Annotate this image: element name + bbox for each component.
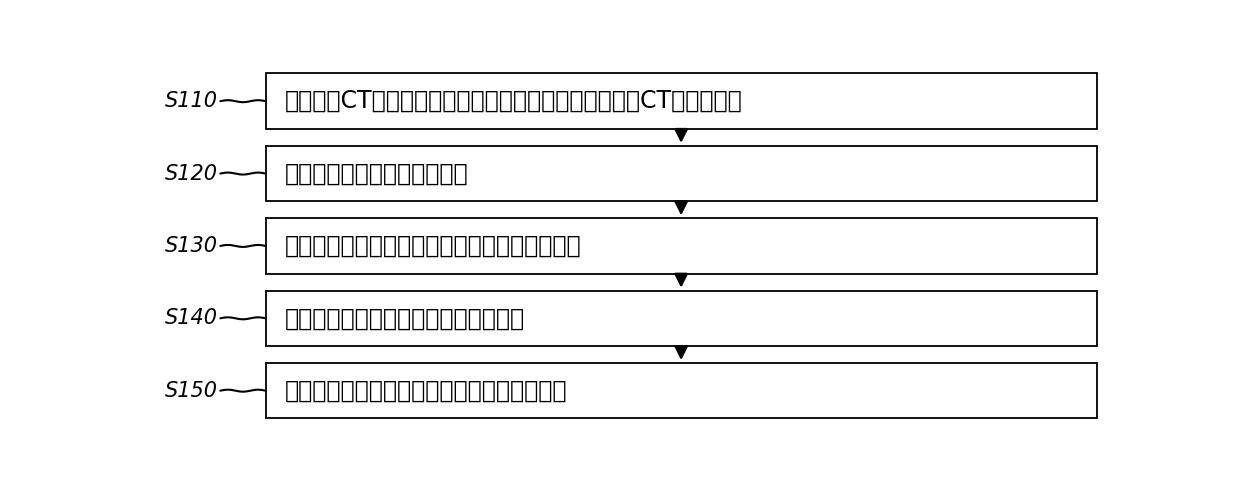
Text: 重建，获得心脏的三维图像；: 重建，获得心脏的三维图像； [285,162,469,186]
Text: S150: S150 [165,381,218,401]
FancyBboxPatch shape [265,218,1096,274]
FancyBboxPatch shape [265,363,1096,418]
FancyBboxPatch shape [265,74,1096,129]
Text: S120: S120 [165,164,218,184]
FancyBboxPatch shape [265,146,1096,201]
Text: 根据心肌的三维图像，确定心肌容积；: 根据心肌的三维图像，确定心肌容积； [285,306,525,330]
Text: 分割心脏CT图像，获取心脏的计算机断层扫描血管造影CT图像信息；: 分割心脏CT图像，获取心脏的计算机断层扫描血管造影CT图像信息； [285,89,743,113]
Text: 从心脏的三维图像中分离获得心肌的三维图像；: 从心脏的三维图像中分离获得心肌的三维图像； [285,234,582,258]
Text: S140: S140 [165,308,218,328]
FancyBboxPatch shape [265,291,1096,346]
Text: S130: S130 [165,236,218,256]
Text: S110: S110 [165,91,218,111]
Text: 根据心肌容积，获取冠脉入口处的总血流量。: 根据心肌容积，获取冠脉入口处的总血流量。 [285,379,567,403]
